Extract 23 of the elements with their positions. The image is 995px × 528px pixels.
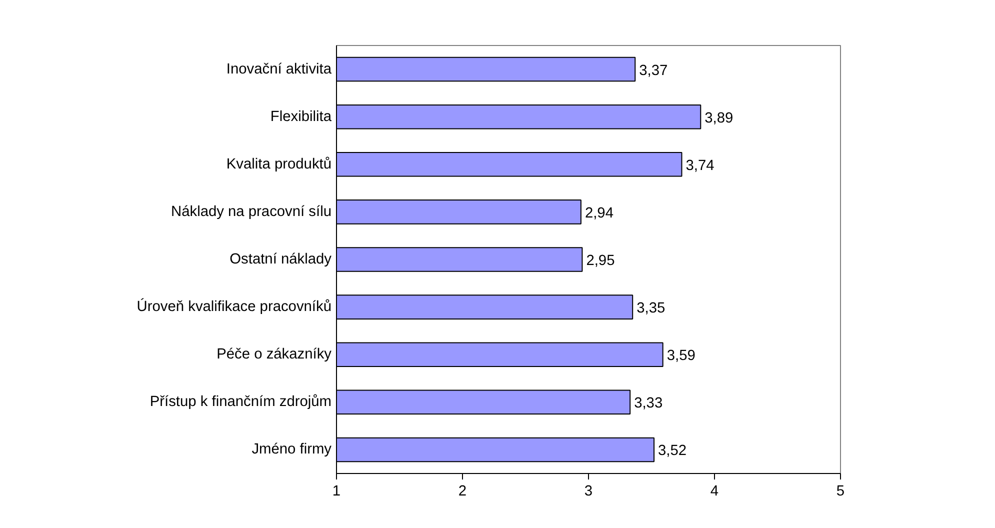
- x-tick-label: 2: [458, 484, 467, 500]
- x-tick-label: 1: [332, 484, 341, 500]
- y-tick-label: Náklady na pracovní sílu: [171, 204, 332, 220]
- data-label: 3,35: [636, 300, 666, 317]
- data-label: 3,74: [686, 158, 714, 174]
- data-label: 3,37: [639, 62, 668, 79]
- y-tick-label: Ostatní náklady: [230, 252, 332, 268]
- data-label: 3,52: [658, 443, 687, 460]
- x-tick-label: 3: [584, 484, 593, 500]
- y-tick-label: Flexibilita: [270, 108, 332, 125]
- x-tick-label: 5: [836, 484, 845, 500]
- y-tick-label: Inovační aktivita: [226, 61, 332, 78]
- y-tick-label: Úroveň kvalifikace pracovníků: [136, 298, 332, 316]
- data-label: 2,94: [584, 205, 614, 222]
- data-label: 2,95: [586, 253, 615, 269]
- y-tick-label: Kvalita produktů: [226, 156, 332, 172]
- x-tick-label: 4: [710, 484, 719, 500]
- data-label: 3,89: [704, 110, 734, 126]
- y-tick-label: Jméno firmy: [252, 442, 332, 458]
- data-label: 3,59: [666, 348, 696, 364]
- data-label: 3,33: [634, 396, 663, 412]
- y-tick-label: Péče o zákazníky: [216, 346, 332, 363]
- y-tick-label: Přístup k finančním zdrojům: [150, 394, 332, 410]
